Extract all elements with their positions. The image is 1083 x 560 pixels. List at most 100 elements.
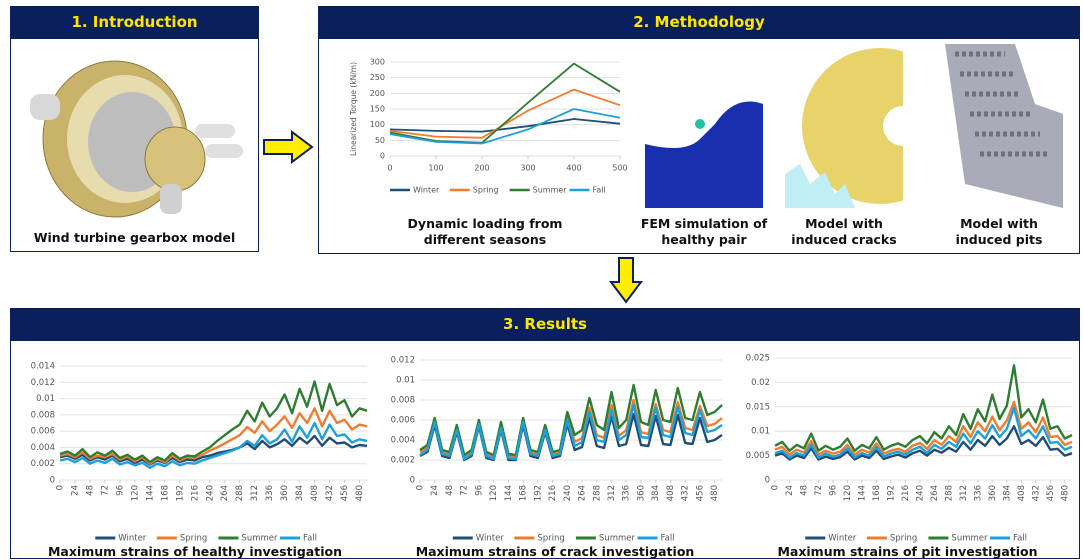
chart-caption: Dynamic loading from different seasons [385,216,585,248]
y-tick-label: 0.02 [751,378,770,388]
y-tick-label: 100 [370,120,385,129]
y-tick-label: 150 [370,105,385,114]
x-tick-label: 288 [235,485,245,501]
x-tick-label: 100 [428,164,443,173]
legend-label: Spring [537,534,564,544]
x-tick-label: 168 [160,485,170,501]
x-tick-label: 168 [872,485,882,501]
x-tick-label: 24 [430,485,440,496]
x-tick-label: 408 [310,485,320,501]
legend-label: Winter [413,186,440,195]
methodology-header: 2. Methodology [318,6,1080,38]
x-tick-label: 456 [1046,485,1056,501]
method-caption: Model with induced cracks [780,216,908,248]
x-tick-label: 432 [325,485,335,501]
gearbox-illustration [20,44,250,224]
x-tick-label: 120 [489,485,499,501]
x-tick-label: 0 [416,485,426,490]
y-tick-label: 0.012 [391,356,415,366]
x-tick-label: 312 [959,485,969,501]
x-tick-label: 24 [785,485,795,496]
legend-label: Fall [592,186,605,195]
y-tick-label: 0 [765,476,770,486]
x-tick-label: 192 [886,485,896,501]
x-tick-label: 432 [681,485,691,501]
x-tick-label: 96 [474,485,484,496]
x-tick-label: 500 [612,164,627,173]
series-line [420,405,722,459]
x-tick-label: 336 [622,485,632,501]
x-tick-label: 480 [1060,485,1070,501]
page: 1. Introduction Wind turbine gearbox mod… [0,0,1083,560]
x-tick-label: 408 [1017,485,1027,501]
x-tick-label: 432 [1031,485,1041,501]
method-caption: FEM simulation of healthy pair [640,216,768,248]
legend-label: Summer [951,534,988,544]
x-tick-label: 264 [220,485,230,501]
x-tick-label: 216 [548,485,558,501]
y-tick-label: 0.01 [396,376,415,386]
output-shaft [195,124,235,138]
legend-label: Winter [118,534,147,544]
x-tick-label: 480 [355,485,365,501]
y-tick-label: 0.01 [36,394,55,404]
y-tick-label: 0.002 [31,459,55,469]
x-tick-label: 24 [70,485,80,496]
x-tick-label: 216 [901,485,911,501]
legend-label: Winter [828,534,857,544]
intro-header: 1. Introduction [10,6,259,38]
x-tick-label: 72 [814,485,824,496]
y-tick-label: 0.005 [746,451,770,461]
arrow-down [609,256,643,304]
legend-label: Fall [1013,534,1027,544]
series-line [390,119,620,132]
y-tick-label: 200 [370,89,385,98]
y-tick-label: 0 [410,476,415,486]
series-line [775,365,1072,450]
legend-label: Summer [533,186,568,195]
x-tick-label: 312 [250,485,260,501]
x-tick-label: 264 [578,485,588,501]
x-tick-label: 0 [56,485,66,490]
legend-label: Summer [599,534,636,544]
x-tick-label: 192 [533,485,543,501]
output-shaft [205,144,243,158]
x-tick-label: 48 [85,485,95,496]
x-tick-label: 400 [566,164,581,173]
y-tick-label: 0.012 [31,378,55,388]
y-tick-label: 250 [370,73,385,82]
x-tick-label: 360 [988,485,998,501]
arrow-right [262,130,314,164]
x-tick-label: 480 [710,485,720,501]
method-caption: Model with induced pits [935,216,1063,248]
arrow-shape [264,132,312,162]
y-tick-label: 0.006 [31,427,55,437]
x-tick-label: 48 [799,485,809,496]
shaft [30,94,60,120]
y-axis-label: Linearized Torque (kN/m) [349,62,358,156]
legend-label: Spring [890,534,917,544]
x-tick-label: 48 [445,485,455,496]
legend-label: Fall [661,534,675,544]
x-tick-label: 120 [130,485,140,501]
y-tick-label: 300 [370,58,385,67]
arrow-shape [611,258,641,302]
x-tick-label: 96 [115,485,125,496]
y-tick-label: 0.008 [391,396,415,406]
chart-caption: Maximum strains of crack investigation [380,544,730,560]
pinion [145,127,205,191]
y-tick-label: 0.006 [391,416,415,426]
x-tick-label: 240 [915,485,925,501]
contact-zone [695,119,705,129]
x-tick-label: 456 [340,485,350,501]
legend-label: Winter [476,534,505,544]
y-tick-label: 0.008 [31,410,55,420]
x-tick-label: 384 [651,485,661,501]
pit-illustration [935,44,1063,208]
x-tick-label: 72 [100,485,110,496]
x-tick-label: 408 [666,485,676,501]
strain-chart: 00.0050.010.0150.020.0250244872961201441… [730,350,1080,546]
